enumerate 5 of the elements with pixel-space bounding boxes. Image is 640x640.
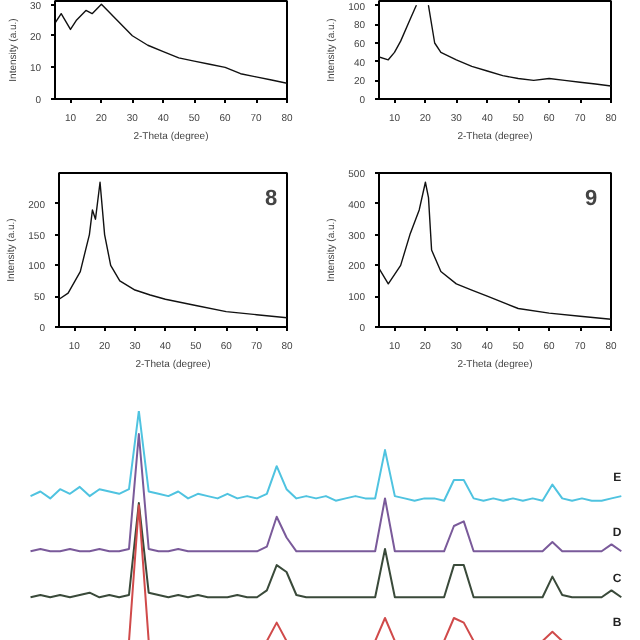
annotation: 9 xyxy=(585,187,598,211)
line-series xyxy=(379,181,611,320)
annotation: 8 xyxy=(265,187,278,211)
line-series xyxy=(55,3,287,84)
line-series xyxy=(59,181,287,319)
